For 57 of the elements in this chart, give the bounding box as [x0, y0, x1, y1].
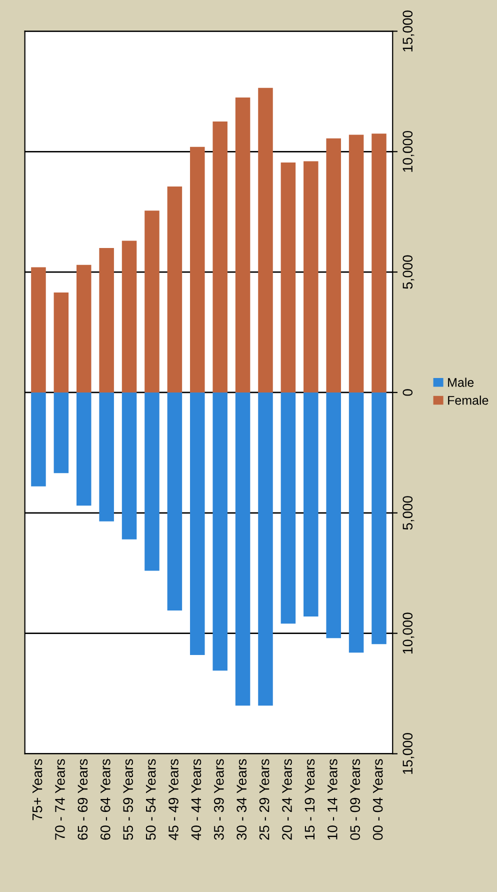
x-tick-label: 70 - 74 Years — [55, 759, 65, 840]
bar — [372, 392, 386, 644]
y-tick-label: 10,000 — [402, 130, 414, 172]
legend-label: Female — [448, 396, 488, 405]
bar — [280, 162, 296, 392]
x-tick-label: 75+ Years — [32, 759, 42, 820]
bar — [167, 392, 182, 610]
bar — [235, 392, 250, 706]
bar — [304, 392, 318, 616]
y-tick-label: 0 — [402, 389, 413, 396]
bar — [235, 97, 250, 392]
x-tick-label: 00 - 04 Years — [372, 759, 383, 840]
bar — [167, 186, 182, 392]
bar — [54, 392, 69, 474]
bar — [31, 267, 46, 392]
bar — [76, 264, 92, 392]
bar — [99, 248, 114, 392]
bar — [326, 138, 341, 392]
y-tick-label: 5,000 — [402, 255, 414, 289]
x-tick-label: 60 - 64 Years — [100, 759, 110, 840]
bar — [122, 240, 137, 392]
x-tick-label: 05 - 09 Years — [350, 759, 360, 840]
x-tick-label: 40 - 44 Years — [191, 759, 202, 840]
bar — [212, 122, 228, 392]
legend-label: Male — [448, 378, 474, 387]
bar — [304, 161, 318, 392]
x-tick-label: 65 - 69 Years — [78, 759, 88, 840]
x-tick-label: 15 - 19 Years — [304, 759, 315, 840]
bar — [372, 134, 386, 392]
y-tick-label: 15,000 — [402, 733, 414, 774]
bar — [326, 392, 341, 638]
bar — [144, 210, 160, 392]
bar — [258, 88, 273, 392]
y-tick-label: 5,000 — [402, 496, 414, 530]
x-tick-label: 25 - 29 Years — [259, 759, 270, 840]
bar — [54, 292, 69, 392]
x-tick-label: 55 - 59 Years — [123, 759, 134, 840]
y-tick-label: 15,000 — [402, 10, 414, 52]
bar — [212, 392, 228, 671]
bar — [258, 392, 273, 706]
bar — [99, 392, 114, 522]
bar — [348, 392, 364, 653]
bar — [280, 392, 296, 624]
x-tick-label: 30 - 34 Years — [236, 759, 247, 840]
bar — [190, 392, 205, 655]
x-tick-label: 50 - 54 Years — [146, 759, 156, 840]
bar — [144, 392, 160, 571]
x-tick-label: 10 - 14 Years — [327, 759, 338, 840]
bar — [31, 392, 46, 486]
bar — [76, 392, 92, 506]
x-tick-label: 20 - 24 Years — [282, 759, 292, 840]
bar — [190, 146, 205, 392]
bar — [348, 134, 364, 392]
x-tick-label: 35 - 39 Years — [214, 759, 224, 840]
y-tick-label: 10,000 — [402, 612, 414, 654]
x-tick-label: 45 - 49 Years — [168, 759, 178, 840]
bar — [122, 392, 137, 540]
